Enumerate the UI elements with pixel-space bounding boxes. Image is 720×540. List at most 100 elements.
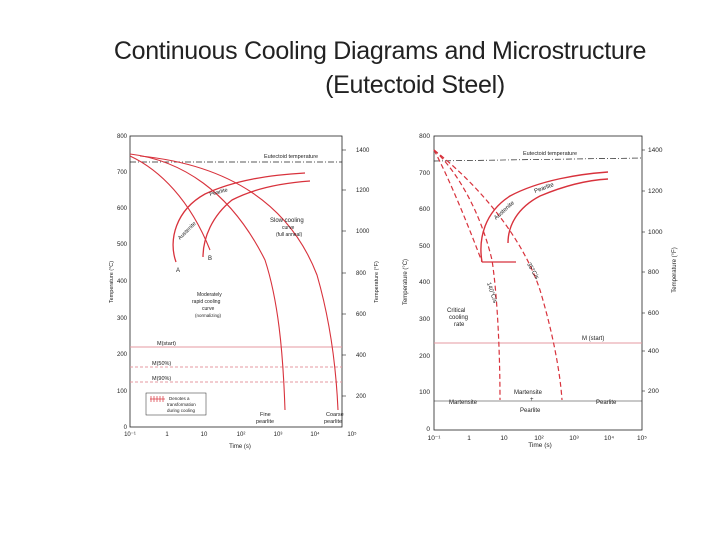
- left-y-tick: 0: [124, 425, 128, 431]
- left-legend-line-1: Denotes a: [169, 396, 190, 401]
- left-eutectoid-label: Eutectoid temperature: [264, 154, 318, 160]
- left-x-tick: 10⁻¹: [124, 432, 136, 438]
- left-moderate-label-2: rapid cooling: [192, 299, 221, 305]
- left-f-tick: 600: [356, 312, 367, 318]
- right-y-tick: 100: [419, 389, 430, 396]
- right-martensite-mid-1: Martensite: [514, 390, 543, 396]
- right-critical-label-1: Critical: [447, 308, 465, 314]
- left-moderate-label-1: Moderately: [197, 292, 222, 298]
- left-plot-frame: [129, 135, 343, 428]
- left-point-a: A: [176, 268, 180, 274]
- right-y-tick: 600: [419, 206, 430, 213]
- left-y-tick: 600: [117, 206, 128, 212]
- left-x-tick: 10⁵: [347, 431, 357, 438]
- right-start-curve: [480, 171, 609, 263]
- right-critical-label-2: cooling: [449, 315, 468, 321]
- left-fast-cooling-curve: [129, 155, 211, 251]
- left-y-label-right: Temperature (°F): [374, 261, 380, 303]
- left-diagram: 800 700 600 500 400 300 200 100 0 1400 1…: [109, 134, 380, 450]
- left-x-tick: 10⁴: [310, 431, 320, 438]
- left-f-tick: 800: [356, 271, 367, 277]
- right-y-tick: 0: [426, 426, 430, 433]
- title-line-1: Continuous Cooling Diagrams and Microstr…: [113, 37, 647, 65]
- right-austenite-label: Austenite: [493, 200, 516, 222]
- left-m50-label: M(50%): [152, 361, 171, 367]
- right-y-tick: 300: [419, 316, 430, 323]
- slide-title: Continuous Cooling Diagrams and Microstr…: [0, 34, 720, 102]
- left-mstart-label: M(start): [157, 341, 176, 347]
- left-x-tick: 10²: [237, 432, 246, 438]
- left-x-label: Time (s): [229, 444, 251, 450]
- left-f-tick: 1400: [356, 148, 370, 154]
- title-line-2: (Eutectoid Steel): [325, 71, 505, 99]
- right-finish-curve: [507, 178, 609, 244]
- right-diagram: 800 700 600 500 400 300 200 100 0 1400 1…: [403, 133, 678, 449]
- right-f-tick: 800: [648, 269, 659, 276]
- right-y-tick: 500: [419, 243, 430, 250]
- left-y-tick: 100: [117, 389, 128, 395]
- left-f-tick: 200: [356, 394, 367, 400]
- left-legend-line-2: transformation: [167, 402, 196, 407]
- right-rate-140-label: 140°C/s: [485, 282, 497, 304]
- left-x-tick: 10³: [274, 432, 283, 438]
- right-mstart-label: M (start): [582, 336, 604, 342]
- right-x-label: Time (s): [528, 442, 552, 449]
- right-martensite-left: Martensite: [449, 400, 478, 406]
- right-f-tick: 1400: [648, 147, 663, 154]
- right-x-tick: 10²: [534, 435, 544, 442]
- left-f-tick: 400: [356, 353, 367, 359]
- right-x-tick: 10⁵: [637, 435, 647, 442]
- right-f-tick: 600: [648, 310, 659, 317]
- left-y-tick: 400: [117, 279, 128, 285]
- left-legend-line-3: during cooling: [167, 408, 196, 413]
- left-slow-cooling-curve: [139, 155, 339, 411]
- right-pearlite-label: Pearlite: [534, 182, 556, 195]
- left-f-tick: 1000: [356, 229, 370, 235]
- right-35-curve: [433, 149, 563, 401]
- left-y-tick: 200: [117, 352, 128, 358]
- left-slow-cooling-label-3: (full anneal): [276, 232, 302, 238]
- left-slow-cooling-label-1: Slow cooling: [270, 218, 304, 224]
- left-f-tick: 1200: [356, 188, 370, 194]
- left-m90-label: M(90%): [152, 376, 171, 382]
- right-eutectoid-line: [433, 157, 643, 162]
- left-moderate-label-3: curve: [202, 306, 214, 312]
- left-coarse-pearlite-1: Coarse: [326, 412, 344, 418]
- left-moderate-label-4: (normalizing): [195, 313, 222, 318]
- right-y-tick: 200: [419, 353, 430, 360]
- right-eutectoid-label: Eutectoid temperature: [523, 151, 577, 157]
- left-fine-pearlite-1: Fine: [260, 412, 271, 418]
- right-y-label: Temperature (°C): [403, 259, 409, 305]
- right-plot-frame: [433, 135, 643, 431]
- right-pearlite-right: Pearlite: [596, 400, 617, 406]
- left-x-tick: 10: [201, 432, 208, 438]
- left-fine-pearlite-2: pearlite: [256, 419, 274, 425]
- left-y-tick: 300: [117, 316, 128, 322]
- right-y-label-right: Temperature (°F): [672, 247, 678, 292]
- right-x-tick: 10: [500, 435, 508, 442]
- left-legend-box: [145, 392, 207, 416]
- left-point-b: B: [208, 256, 212, 262]
- right-x-tick: 1: [467, 435, 471, 442]
- right-y-tick: 800: [419, 133, 430, 140]
- left-y-tick: 800: [117, 134, 128, 140]
- left-austenite-label: Austenite: [177, 221, 197, 241]
- right-critical-label-3: rate: [454, 322, 465, 328]
- right-martensite-mid-3: Pearlite: [520, 408, 541, 414]
- right-x-tick: 10⁴: [604, 435, 614, 442]
- right-f-tick: 200: [648, 388, 659, 395]
- left-coarse-pearlite-2: pearlite: [324, 419, 342, 425]
- left-y-label: Temperature (°C): [109, 261, 115, 303]
- right-f-tick: 1200: [648, 188, 663, 195]
- right-x-tick: 10³: [569, 435, 579, 442]
- left-pearlite-label: Pearlite: [209, 187, 229, 198]
- right-y-tick: 700: [419, 170, 430, 177]
- left-legend-hatch: [150, 396, 165, 402]
- right-f-tick: 400: [648, 348, 659, 355]
- left-start-curve: [172, 172, 306, 263]
- left-x-tick: 1: [165, 432, 169, 438]
- right-x-tick: 10⁻¹: [428, 435, 442, 442]
- left-slow-cooling-label-2: curve: [282, 225, 294, 231]
- left-y-tick: 700: [117, 170, 128, 176]
